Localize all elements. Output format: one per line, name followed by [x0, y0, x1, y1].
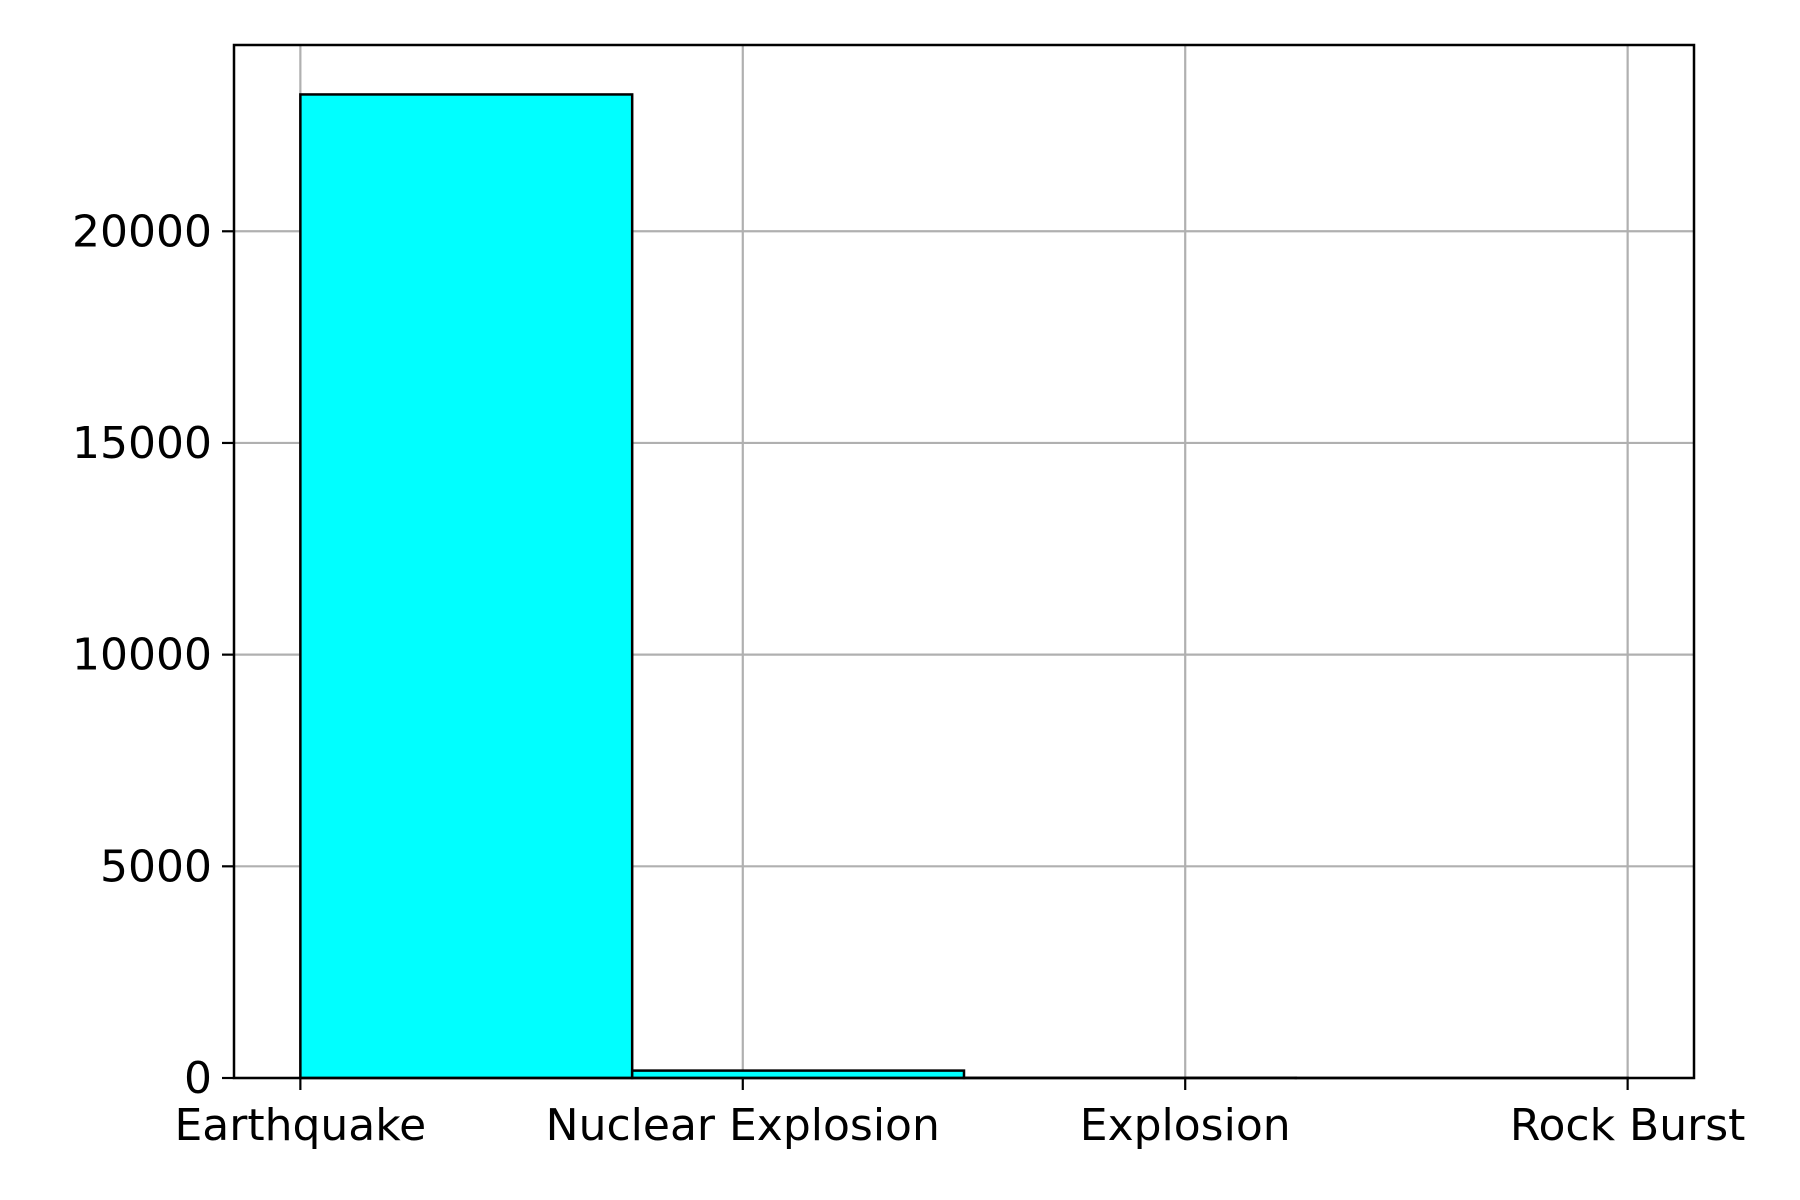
x-tick-label: Nuclear Explosion — [546, 1100, 940, 1151]
y-tick-label: 5000 — [100, 841, 212, 892]
tick-layer: Earthquake Nuclear Explosion Explosion Rock… — [72, 206, 1745, 1151]
bar-layer — [299, 93, 1629, 1080]
x-tick-label: Explosion — [1080, 1100, 1291, 1151]
y-tick-label: 20000 — [72, 206, 212, 257]
plot-frame — [232, 43, 1696, 1080]
y-tick-label: 0 — [184, 1053, 212, 1104]
x-tick-label: Earthquake — [174, 1100, 426, 1151]
x-tick-label: Rock Burst — [1510, 1100, 1746, 1151]
histogram-bar — [299, 93, 634, 1080]
y-tick-label: 15000 — [72, 418, 212, 469]
y-tick-label: 10000 — [72, 630, 212, 681]
